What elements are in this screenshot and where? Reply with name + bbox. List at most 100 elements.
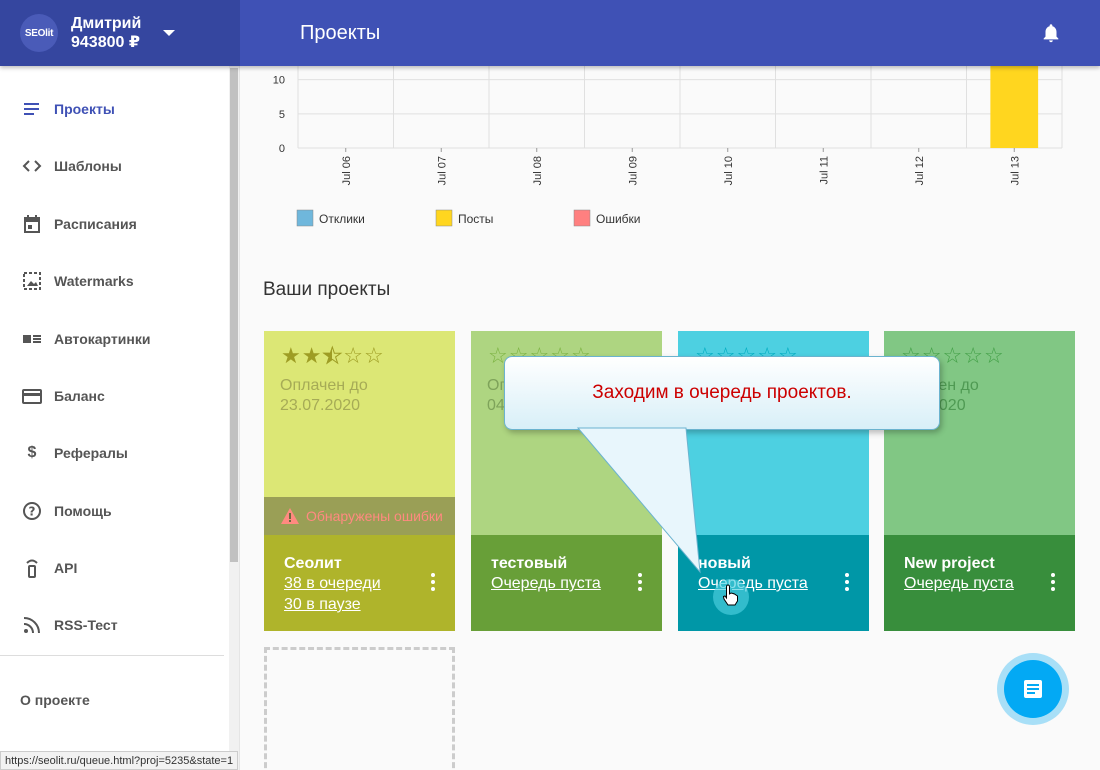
- star-icon: ☆: [963, 343, 983, 368]
- sidebar-item-label: Автокартинки: [54, 331, 151, 347]
- page-title: Проекты: [300, 21, 381, 44]
- document-icon: [1024, 680, 1042, 698]
- paid-date: 04: [487, 397, 505, 414]
- more-vert-icon[interactable]: [1050, 573, 1056, 593]
- sidebar-item-about[interactable]: О проекте: [20, 692, 90, 708]
- sidebar-item-label: RSS-Тест: [54, 617, 118, 633]
- more-vert-icon[interactable]: [637, 573, 643, 593]
- menu-dot: [1051, 573, 1055, 577]
- sidebar-item-label: Рефералы: [54, 445, 128, 461]
- add-project-card[interactable]: [264, 647, 455, 770]
- sidebar-item-referrals[interactable]: $ Рефералы: [0, 433, 228, 473]
- sidebar-item-label: Расписания: [54, 216, 137, 232]
- menu-dot: [431, 587, 435, 591]
- image-list-icon: [23, 335, 41, 343]
- user-menu[interactable]: SEOlit Дмитрий 943800 ₽: [0, 0, 240, 66]
- sidebar-item-api[interactable]: API: [0, 548, 228, 588]
- user-name: Дмитрий: [71, 15, 142, 32]
- x-tick-label: Jul 09: [627, 156, 639, 185]
- sidebar-scrollbar-thumb[interactable]: [230, 68, 238, 562]
- project-card-body: ★ ★ ★ ☆ ☆ Оплачен до 23.07.2020 Обнаружены ошиб…: [264, 331, 455, 535]
- credit-card-icon: [22, 389, 42, 404]
- user-info: Дмитрий 943800 ₽: [71, 14, 141, 52]
- project-name: тестовый: [491, 555, 568, 572]
- error-banner: Обнаружены ошибки: [264, 497, 455, 535]
- user-balance: 943800 ₽: [71, 34, 140, 51]
- warning-icon: [281, 508, 299, 524]
- chevron-down-icon[interactable]: [163, 30, 176, 36]
- paid-date: 23.07.2020: [280, 397, 361, 414]
- y-tick-label: 10: [273, 75, 285, 87]
- sidebar-item-label: Шаблоны: [54, 158, 122, 174]
- api-icon: [26, 559, 38, 578]
- paused-link[interactable]: 30 в паузе: [284, 596, 361, 613]
- notes-button[interactable]: [1004, 660, 1062, 718]
- paid-label: Оплачен до: [280, 377, 368, 394]
- more-vert-icon[interactable]: [430, 573, 436, 593]
- queue-link[interactable]: 38 в очереди: [284, 575, 381, 592]
- star-icon: ☆: [983, 343, 1004, 368]
- project-card-footer: Сеолит 38 в очереди 30 в паузе: [264, 535, 455, 631]
- queue-link[interactable]: Очередь пуста: [904, 575, 1014, 592]
- sidebar-item-schedules[interactable]: Расписания: [0, 204, 228, 244]
- project-card-footer: новый Очередь пуста: [678, 535, 869, 631]
- bar: [990, 66, 1039, 148]
- project-card-footer: New project Очередь пуста: [884, 535, 1075, 631]
- sidebar-item-templates[interactable]: Шаблоны: [0, 146, 228, 186]
- section-title: Ваши проекты: [263, 279, 391, 300]
- rss-icon: [23, 617, 40, 634]
- sidebar-item-help[interactable]: ? Помощь: [0, 491, 228, 531]
- legend-label: Отклики: [319, 212, 365, 226]
- activity-chart: 0 5 10 Jul 06 Jul 07 Jul 08 Jul 09 Jul 10 Jul 11…: [273, 66, 1063, 227]
- legend-swatch: [435, 209, 453, 227]
- x-tick-label: Jul 10: [723, 156, 735, 185]
- sidebar: Проекты Шаблоны Расписания Watermarks Ав…: [0, 66, 240, 770]
- legend-swatch: [296, 209, 314, 227]
- x-tick-label: Jul 13: [1009, 156, 1021, 185]
- star-icon: ★: [281, 343, 301, 368]
- y-tick-label: 0: [279, 143, 285, 155]
- legend-label: Ошибки: [596, 212, 641, 226]
- sidebar-item-balance[interactable]: Баланс: [0, 376, 228, 416]
- calendar-icon: [24, 215, 40, 233]
- star-icon: ☆: [488, 343, 508, 368]
- x-tick-label: Jul 08: [532, 156, 544, 185]
- callout-text: Заходим в очередь проектов.: [592, 382, 852, 403]
- sidebar-item-rss[interactable]: RSS-Тест: [0, 605, 228, 645]
- star-icon: ★: [301, 343, 322, 368]
- sidebar-item-watermarks[interactable]: Watermarks: [0, 261, 228, 301]
- x-tick-label: Jul 06: [341, 156, 353, 185]
- menu-dot: [1051, 587, 1055, 591]
- error-text: Обнаружены ошибки: [306, 508, 443, 524]
- paid-until: Оплачен до 23.07.2020: [280, 376, 368, 416]
- queue-link[interactable]: Очередь пуста: [491, 575, 601, 592]
- x-tick-label: Jul 11: [818, 156, 830, 185]
- sidebar-item-projects[interactable]: Проекты: [0, 89, 228, 129]
- legend-swatch: [573, 209, 591, 227]
- list-icon: [24, 103, 39, 115]
- menu-dot: [845, 580, 849, 584]
- y-tick-label: 5: [279, 109, 285, 121]
- app-header: SEOlit Дмитрий 943800 ₽ Проекты: [0, 0, 1100, 66]
- project-name: New project: [904, 555, 995, 572]
- logo: SEOlit: [20, 14, 58, 52]
- tooltip-callout: Заходим в очередь проектов.: [504, 356, 940, 430]
- image-icon: [23, 272, 41, 290]
- menu-dot: [638, 573, 642, 577]
- star-icon: ☆: [942, 343, 963, 368]
- bell-icon[interactable]: [1040, 22, 1062, 44]
- menu-dot: [431, 580, 435, 584]
- x-tick-label: Jul 12: [914, 156, 926, 185]
- star-icon: ☆: [343, 343, 363, 368]
- hand-cursor-icon: [722, 584, 738, 606]
- menu-dot: [638, 580, 642, 584]
- project-card[interactable]: ★ ★ ★ ☆ ☆ Оплачен до 23.07.2020 Обнаружены ошиб…: [264, 331, 455, 631]
- sidebar-item-autoimages[interactable]: Автокартинки: [0, 319, 228, 359]
- sidebar-item-label: Баланс: [54, 388, 105, 404]
- sidebar-item-label: Watermarks: [54, 273, 134, 289]
- more-vert-icon[interactable]: [844, 573, 850, 593]
- paid-label: чен до: [930, 377, 979, 394]
- menu-dot: [845, 573, 849, 577]
